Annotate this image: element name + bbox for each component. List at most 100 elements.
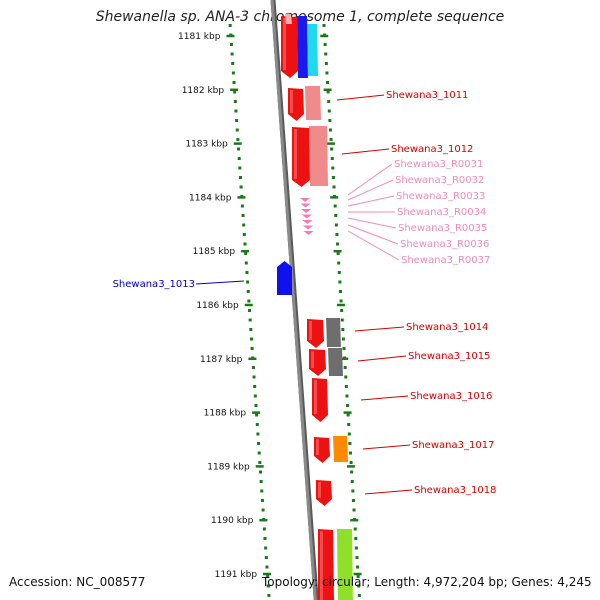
tick-dot-left <box>234 109 238 113</box>
tick-label: 1183 kbp <box>185 140 228 150</box>
tick-dot-left <box>242 233 246 236</box>
gene-arrow-highlight <box>283 18 286 70</box>
topology-text: Topology: circular; Length: 4,972,204 bp… <box>262 575 592 589</box>
tick-dot-left <box>229 43 233 46</box>
label-leader-line <box>357 355 407 362</box>
tick-dot-left <box>262 527 266 531</box>
tick-dot-left <box>260 499 264 502</box>
tick-dot-left <box>248 309 252 312</box>
tick-dot-left <box>247 299 251 303</box>
feature-label[interactable]: Shewana3_R0033 <box>396 191 485 202</box>
gene-arrow-1016-highlight <box>314 380 317 414</box>
gene-grey-block <box>328 348 343 376</box>
tick-dot-right <box>339 299 343 303</box>
tick-dot-left <box>233 90 237 94</box>
feature-label[interactable]: Shewana3_1014 <box>406 322 488 333</box>
gene-arrow <box>318 529 334 600</box>
tick-dot-right <box>344 375 348 379</box>
tick-dot-right <box>350 480 354 483</box>
feature-label[interactable]: Shewana3_R0034 <box>397 207 486 218</box>
accession-text: Accession: NC_008577 <box>9 575 146 589</box>
feature-label[interactable]: Shewana3_1018 <box>414 485 496 496</box>
backbone-line <box>270 0 317 600</box>
tick-dot-left <box>240 204 244 208</box>
tick-dot-right <box>356 565 360 569</box>
gene-arrow-1015 <box>309 349 326 376</box>
label-leader-line <box>347 217 397 229</box>
tick-dot-left <box>257 451 261 455</box>
tick-dot-right <box>341 337 345 341</box>
tick-dot-right <box>344 385 348 388</box>
tick-label: 1185 kbp <box>193 247 236 257</box>
tick-dot-left <box>235 119 239 122</box>
gene-arrow-1012-highlight <box>294 129 297 179</box>
tick-dot-right <box>331 166 335 170</box>
tick-dot-left <box>243 242 247 246</box>
feature-label[interactable]: Shewana3_1017 <box>412 440 494 451</box>
tick-dot-right <box>336 252 340 255</box>
tick-dot-right <box>348 442 352 445</box>
tick-dot-right <box>347 432 351 436</box>
gene-pink-block <box>309 126 328 186</box>
gene-arrow-1017 <box>314 437 330 463</box>
tick-label: 1181 kbp <box>178 32 221 42</box>
tick-label: 1184 kbp <box>189 193 232 203</box>
gene-arrow-1011-highlight <box>290 90 293 113</box>
tick-dot-right <box>340 318 344 322</box>
tick-dot-right <box>355 556 359 559</box>
gene-arrow-1016 <box>312 378 328 422</box>
feature-label[interactable]: Shewana3_1015 <box>408 351 490 362</box>
feature-label[interactable]: Shewana3_R0031 <box>394 159 483 170</box>
feature-label[interactable]: Shewana3_R0036 <box>400 239 489 250</box>
trna-feature <box>300 203 311 208</box>
label-leader-line <box>195 280 245 285</box>
gene-green-block <box>337 529 353 600</box>
tick-dot-left <box>260 489 264 493</box>
tick-dot-left <box>252 375 256 379</box>
tick-dot-left <box>244 252 248 255</box>
tick-dot-right <box>338 290 342 293</box>
tick-dot-right <box>334 214 338 217</box>
tick-dot-left <box>258 470 262 474</box>
tick-dot-left <box>251 366 255 369</box>
gene-grey-block <box>326 318 341 347</box>
tick-dot-left <box>265 565 269 569</box>
tick-dot-right <box>350 470 354 474</box>
gene-arrow-1014-highlight <box>309 321 312 340</box>
tick-dot-left <box>255 413 259 417</box>
tick-label: 1189 kbp <box>207 462 250 472</box>
gene-pale-block <box>285 14 292 24</box>
tick-dot-right <box>346 404 350 407</box>
feature-label[interactable]: Shewana3_1013 <box>113 279 195 290</box>
tick-dot-left <box>249 328 253 331</box>
tick-dot-right <box>328 128 332 132</box>
tick-dot-right <box>357 584 361 588</box>
tick-dot-left <box>257 442 261 445</box>
gene-arrow-1011 <box>288 88 304 121</box>
feature-labels: Shewana3_1011 Shewana3_1012 Shewana3_R0031… <box>113 90 497 496</box>
tick-dot-right <box>326 81 330 84</box>
tick-dot-left <box>263 537 267 540</box>
trna-feature <box>301 209 312 213</box>
feature-label[interactable]: Shewana3_1012 <box>391 144 473 155</box>
feature-label[interactable]: Shewana3_1011 <box>386 90 468 101</box>
tick-dot-left <box>245 271 249 274</box>
gene-arrow-1017-highlight <box>316 439 319 455</box>
tick-ruler: 1181 kbp 1182 kbp 1183 kbp 1184 kbp 1185 kbp… <box>178 24 362 597</box>
tick-dot-right <box>322 24 326 27</box>
tick-dot-right <box>349 461 353 464</box>
tick-dot-right <box>329 138 333 141</box>
tick-dot-left <box>236 138 240 141</box>
feature-label[interactable]: Shewana3_R0035 <box>398 223 487 234</box>
feature-label[interactable]: Shewana3_1016 <box>410 391 492 402</box>
gene-arrow-highlight <box>320 531 323 600</box>
tick-dot-left <box>228 24 232 27</box>
label-leader-line <box>362 444 411 450</box>
feature-label[interactable]: Shewana3_R0032 <box>395 175 484 186</box>
feature-label[interactable]: Shewana3_R0037 <box>401 255 490 266</box>
tick-dot-left <box>267 594 271 597</box>
tick-dot-left <box>230 52 234 56</box>
tick-dot-right <box>331 176 335 179</box>
tick-label: 1191 kbp <box>215 570 258 580</box>
